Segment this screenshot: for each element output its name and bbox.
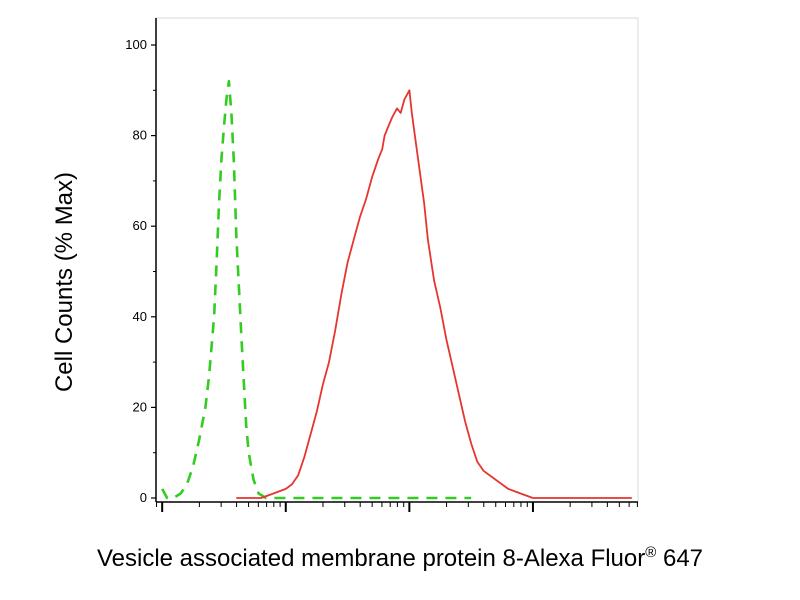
- y-tick-label: 40: [133, 309, 147, 324]
- y-axis-title: Cell Counts (% Max): [51, 172, 78, 392]
- x-axis-title-superscript: ®: [645, 544, 656, 561]
- histogram-series-2: [236, 89, 632, 499]
- x-axis-title-main: Vesicle associated membrane protein 8-Al…: [97, 545, 645, 572]
- y-tick-label: 20: [133, 399, 147, 414]
- y-tick-label: 0: [140, 490, 147, 505]
- plot-frame: [155, 17, 639, 503]
- histogram-series-1: [161, 79, 472, 500]
- x-axis-ticks: [156, 502, 638, 512]
- series-layer: [161, 79, 632, 500]
- x-axis-title-suffix: 647: [656, 545, 703, 572]
- y-tick-label: 60: [133, 218, 147, 233]
- y-tick-label: 100: [125, 37, 147, 52]
- x-axis-title: Vesicle associated membrane protein 8-Al…: [97, 544, 703, 572]
- y-axis-ticks: 0 20 40 60 80 100: [125, 37, 156, 505]
- y-tick-label: 80: [133, 128, 147, 143]
